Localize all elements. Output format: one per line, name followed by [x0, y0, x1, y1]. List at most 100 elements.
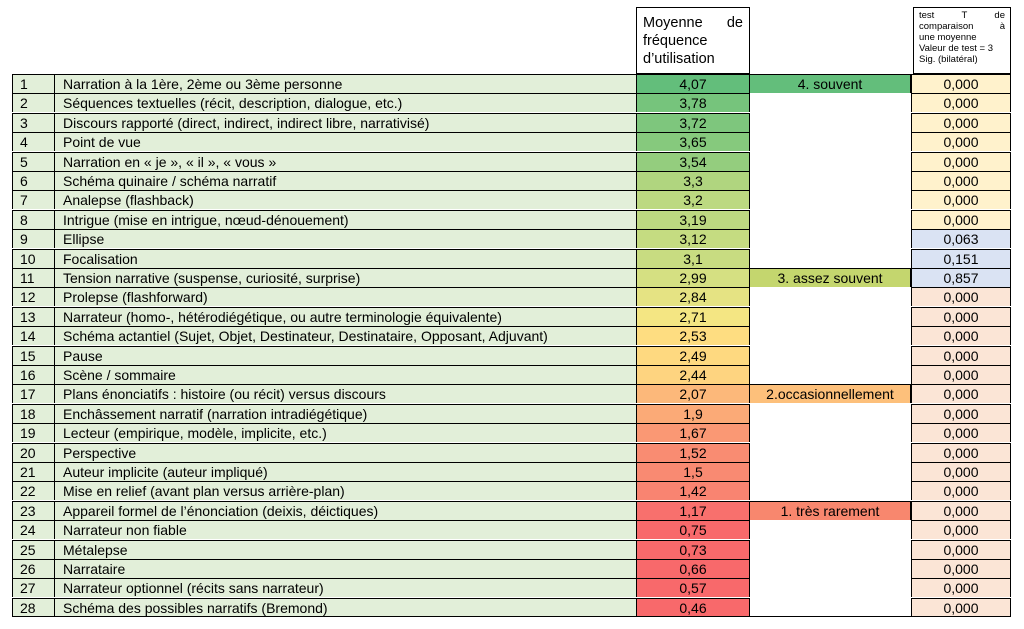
concept-label: Tension narrative (suspense, curiosité, …	[54, 268, 636, 287]
row-number: 1	[12, 74, 54, 93]
mean-value: 3,72	[636, 112, 750, 132]
mean-header-word-2: de	[726, 15, 743, 31]
table-row: 20 Perspective 1,52 0,000	[12, 442, 1012, 462]
mean-value: 2,49	[636, 345, 750, 365]
frequency-category-empty	[750, 578, 911, 597]
table-row: 28 Schéma des possibles narratifs (Bremon…	[12, 597, 1012, 617]
table-row: 9 Ellipse 3,12 0,063	[12, 229, 1012, 249]
row-number: 3	[12, 112, 54, 132]
mean-value: 1,52	[636, 442, 750, 462]
frequency-category-empty	[750, 93, 911, 112]
significance-value: 0,000	[911, 345, 1011, 365]
table-row: 5 Narration en « je », « il », « vous » 3,…	[12, 151, 1012, 171]
frequency-category: 1. très rarement	[750, 500, 911, 520]
concept-label: Prolepse (flashforward)	[54, 287, 636, 307]
row-number: 11	[12, 268, 54, 287]
significance-value: 0,000	[911, 287, 1011, 307]
significance-value: 0,000	[911, 93, 1011, 113]
concept-label: Analepse (flashback)	[54, 190, 636, 210]
row-number: 26	[12, 559, 54, 578]
table-row: 22 Mise en relief (avant plan versus arri…	[12, 481, 1012, 501]
ttest-header-line-5: Sig. (bilatéral)	[919, 54, 978, 65]
significance-value: 0,000	[911, 365, 1011, 384]
table-row: 10 Focalisation 3,1 0,151	[12, 248, 1012, 268]
frequency-category-empty	[750, 210, 911, 229]
concept-label: Schéma des possibles narratifs (Bremond)	[54, 597, 636, 617]
row-number: 4	[12, 132, 54, 152]
row-number: 12	[12, 287, 54, 307]
significance-value: 0,000	[911, 74, 1011, 93]
ttest-header-word-1: test	[919, 10, 935, 21]
table-row: 19 Lecteur (empirique, modèle, implicite,…	[12, 423, 1012, 443]
concept-label: Point de vue	[54, 132, 636, 152]
concept-label: Scène / sommaire	[54, 365, 636, 384]
table-row: 4 Point de vue 3,65 0,000	[12, 132, 1012, 152]
ttest-header-line-3: une moyenne	[919, 32, 977, 43]
significance-value: 0,000	[911, 500, 1011, 520]
frequency-category-empty	[750, 132, 911, 151]
concept-label: Narration à la 1ère, 2ème ou 3ème person…	[54, 74, 636, 93]
frequency-category-empty	[750, 443, 911, 462]
concept-label: Lecteur (empirique, modèle, implicite, e…	[54, 423, 636, 443]
mean-column-header: Moyenne de fréquence d’utilisation	[636, 7, 750, 74]
frequency-category-empty	[750, 365, 911, 384]
frequency-category-empty	[750, 229, 911, 248]
ttest-header-word-5: à	[999, 21, 1005, 32]
mean-value: 2,53	[636, 326, 750, 346]
row-number: 13	[12, 306, 54, 326]
row-number: 17	[12, 384, 54, 404]
frequency-category-empty	[750, 520, 911, 539]
frequency-category-empty	[750, 190, 911, 209]
table-row: 18 Enchâssement narratif (narration intra…	[12, 403, 1012, 423]
significance-value: 0,000	[911, 151, 1011, 171]
row-number: 24	[12, 520, 54, 540]
concept-label: Narrateur optionnel (récits sans narrate…	[54, 578, 636, 598]
table-row: 15 Pause 2,49 0,000	[12, 345, 1012, 365]
mean-value: 2,07	[636, 384, 750, 404]
mean-value: 0,66	[636, 559, 750, 578]
mean-header-word-1: Moyenne	[643, 15, 703, 31]
concept-label: Focalisation	[54, 248, 636, 268]
mean-value: 1,17	[636, 500, 750, 520]
row-number: 18	[12, 403, 54, 423]
mean-value: 3,1	[636, 248, 750, 268]
frequency-category-empty	[750, 326, 911, 345]
mean-value: 3,19	[636, 209, 750, 229]
frequency-category-empty	[750, 346, 911, 365]
significance-value: 0,000	[911, 481, 1011, 501]
frequency-category-empty	[750, 307, 911, 326]
row-number: 21	[12, 462, 54, 481]
mean-value: 2,71	[636, 306, 750, 326]
row-number: 9	[12, 229, 54, 249]
mean-value: 0,75	[636, 520, 750, 540]
mean-value: 2,84	[636, 287, 750, 307]
mean-value: 3,78	[636, 93, 750, 113]
frequency-category-empty	[750, 171, 911, 190]
frequency-category-empty	[750, 598, 911, 617]
concept-label: Pause	[54, 345, 636, 365]
concept-label: Intrigue (mise en intrigue, nœud-dénouem…	[54, 209, 636, 229]
significance-value: 0,000	[911, 403, 1011, 423]
row-number: 7	[12, 190, 54, 210]
table-row: 8 Intrigue (mise en intrigue, nœud-dénoue…	[12, 209, 1012, 229]
concept-label: Schéma quinaire / schéma narratif	[54, 171, 636, 190]
significance-value: 0,000	[911, 597, 1011, 617]
concept-label: Métalepse	[54, 539, 636, 559]
significance-value: 0,000	[911, 559, 1011, 578]
table-row: 14 Schéma actantiel (Sujet, Objet, Destin…	[12, 326, 1012, 346]
mean-value: 1,5	[636, 462, 750, 481]
table-row: 2 Séquences textuelles (récit, descriptio…	[12, 93, 1012, 113]
frequency-category-empty	[750, 462, 911, 481]
row-number: 16	[12, 365, 54, 384]
mean-value: 2,99	[636, 268, 750, 287]
frequency-category-empty	[750, 152, 911, 171]
table-row: 26 Narrataire 0,66 0,000	[12, 559, 1012, 578]
frequency-category-empty	[750, 559, 911, 578]
concept-label: Ellipse	[54, 229, 636, 249]
mean-value: 3,65	[636, 132, 750, 152]
row-number: 25	[12, 539, 54, 559]
ttest-header-word-3: de	[994, 10, 1005, 21]
significance-value: 0,000	[911, 326, 1011, 346]
significance-value: 0,000	[911, 190, 1011, 210]
concept-label: Narrateur non fiable	[54, 520, 636, 540]
